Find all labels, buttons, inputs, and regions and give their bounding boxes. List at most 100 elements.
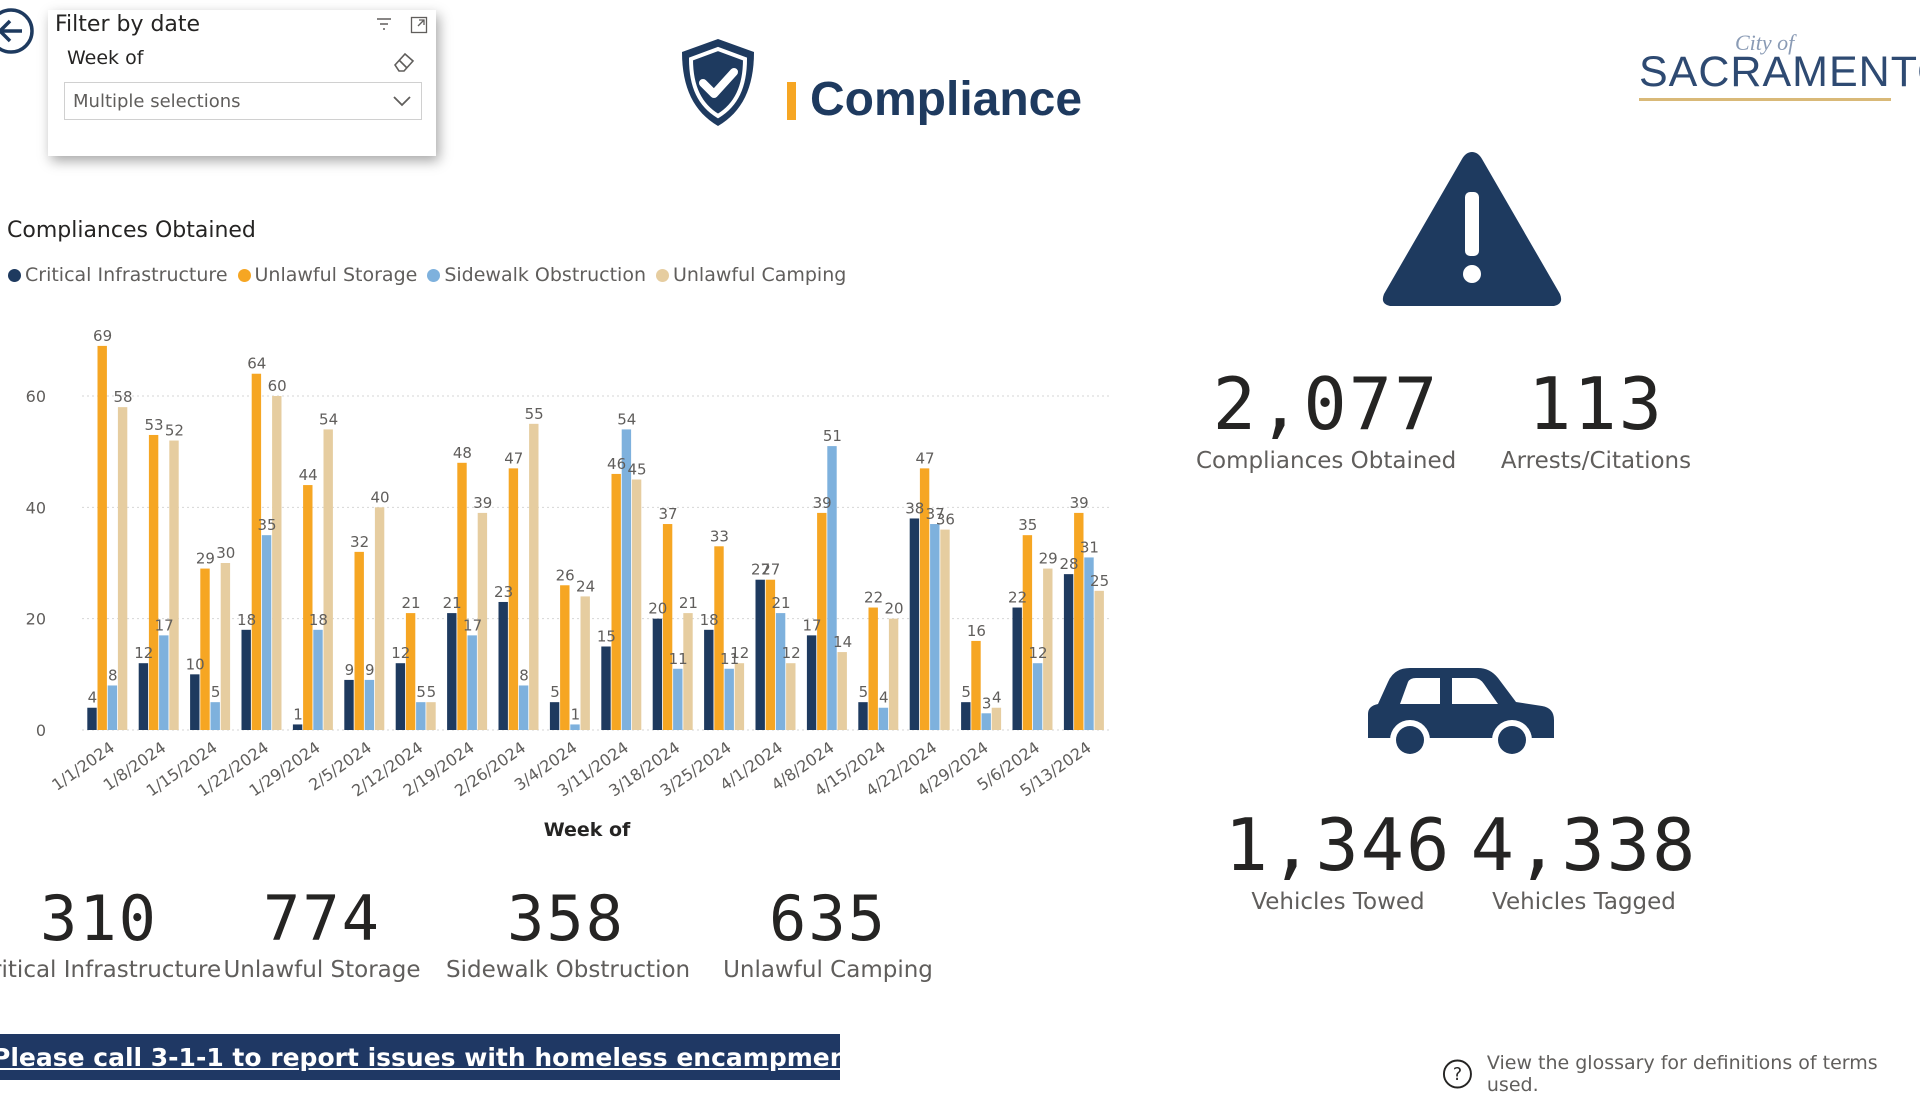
bar[interactable] <box>426 702 436 730</box>
x-axis-title: Week of <box>544 819 631 840</box>
data-label: 35 <box>257 516 276 534</box>
bar[interactable] <box>1094 590 1104 730</box>
bar[interactable] <box>827 446 837 730</box>
bar[interactable] <box>601 646 611 731</box>
bar[interactable] <box>755 579 765 730</box>
bar[interactable] <box>981 713 991 730</box>
bar[interactable] <box>765 579 776 730</box>
legend-item-storage[interactable]: Unlawful Storage <box>237 264 417 286</box>
bar[interactable] <box>888 618 899 730</box>
bar[interactable] <box>673 668 683 730</box>
bar[interactable] <box>138 663 149 730</box>
bar[interactable] <box>303 485 313 730</box>
bar[interactable] <box>477 512 488 730</box>
bar[interactable] <box>652 618 663 730</box>
bar[interactable] <box>169 440 179 730</box>
bar[interactable] <box>662 524 673 730</box>
bar[interactable] <box>447 613 457 730</box>
bar[interactable] <box>200 568 210 730</box>
bar[interactable] <box>251 373 262 730</box>
bar[interactable] <box>190 674 200 730</box>
bar[interactable] <box>1022 535 1033 730</box>
bar[interactable] <box>1043 568 1053 730</box>
bar[interactable] <box>919 468 930 730</box>
bar[interactable] <box>529 423 539 730</box>
bar[interactable] <box>724 668 734 730</box>
bar[interactable] <box>1012 607 1022 730</box>
bar[interactable] <box>498 601 508 730</box>
bar[interactable] <box>374 507 385 730</box>
filter-icon[interactable] <box>375 16 393 32</box>
bar[interactable] <box>806 635 817 730</box>
bar[interactable] <box>560 585 570 730</box>
bar[interactable] <box>457 462 467 730</box>
glossary-link[interactable]: ? View the glossary for definitions of t… <box>1442 1052 1920 1096</box>
focus-mode-icon[interactable] <box>410 16 428 34</box>
bar[interactable] <box>220 563 231 730</box>
bar[interactable] <box>467 635 477 730</box>
back-button[interactable] <box>0 6 36 56</box>
bar[interactable] <box>107 685 118 730</box>
eraser-icon[interactable] <box>390 48 418 76</box>
bar[interactable] <box>714 546 724 730</box>
bar[interactable] <box>704 629 714 730</box>
bar[interactable] <box>817 512 827 730</box>
data-label: 46 <box>607 455 626 473</box>
kpi-label: Vehicles Towed <box>1251 889 1425 915</box>
bar[interactable] <box>210 702 220 730</box>
bar[interactable] <box>570 724 580 730</box>
data-label: 25 <box>1090 572 1109 590</box>
bar[interactable] <box>631 479 642 731</box>
legend-item-critical[interactable]: Critical Infrastructure <box>8 264 228 286</box>
date-dropdown[interactable]: Multiple selections <box>64 82 422 120</box>
bar[interactable] <box>518 685 529 730</box>
bar[interactable] <box>580 596 590 730</box>
bar[interactable] <box>837 652 847 730</box>
report-311-banner[interactable]: Please call 3-1-1 to report issues with … <box>0 1034 840 1080</box>
bar[interactable] <box>1084 557 1094 730</box>
bar[interactable] <box>416 702 426 730</box>
bar[interactable] <box>940 529 950 730</box>
bar[interactable] <box>991 707 1002 730</box>
bar[interactable] <box>961 702 971 730</box>
bar[interactable] <box>87 707 97 730</box>
bar[interactable] <box>323 429 333 730</box>
bar[interactable] <box>621 429 632 730</box>
bar[interactable] <box>775 613 786 730</box>
bar[interactable] <box>159 635 169 730</box>
legend-item-sidewalk[interactable]: Sidewalk Obstruction <box>427 264 646 286</box>
bar[interactable] <box>344 679 354 730</box>
legend-label: Critical Infrastructure <box>25 264 228 286</box>
bar[interactable] <box>683 613 693 730</box>
bar[interactable] <box>97 345 107 730</box>
bar[interactable] <box>261 535 272 730</box>
bar[interactable] <box>1063 574 1074 730</box>
bar[interactable] <box>909 518 920 730</box>
bar[interactable] <box>868 607 878 730</box>
bar[interactable] <box>508 468 519 730</box>
bar[interactable] <box>786 663 796 730</box>
bar[interactable] <box>117 407 128 730</box>
bar[interactable] <box>858 702 868 730</box>
data-label: 27 <box>751 561 770 579</box>
bar[interactable] <box>272 396 282 730</box>
bar[interactable] <box>241 629 251 730</box>
bar[interactable] <box>878 707 889 730</box>
kpi-label: Sidewalk Obstruction <box>446 957 691 983</box>
bar[interactable] <box>971 640 981 730</box>
bar[interactable] <box>395 663 406 730</box>
bar[interactable] <box>1074 512 1084 730</box>
bar[interactable] <box>313 629 323 730</box>
bar[interactable] <box>930 524 940 730</box>
bar[interactable] <box>734 663 745 730</box>
bar[interactable] <box>354 551 364 730</box>
title-accent-bar <box>787 82 796 120</box>
bar[interactable] <box>364 679 375 730</box>
legend-item-camping[interactable]: Unlawful Camping <box>655 264 846 286</box>
bar[interactable] <box>611 473 621 730</box>
bar[interactable] <box>405 613 416 730</box>
bar[interactable] <box>1032 663 1043 730</box>
bar[interactable] <box>148 434 159 730</box>
bar[interactable] <box>549 702 560 730</box>
bar[interactable] <box>292 724 303 730</box>
